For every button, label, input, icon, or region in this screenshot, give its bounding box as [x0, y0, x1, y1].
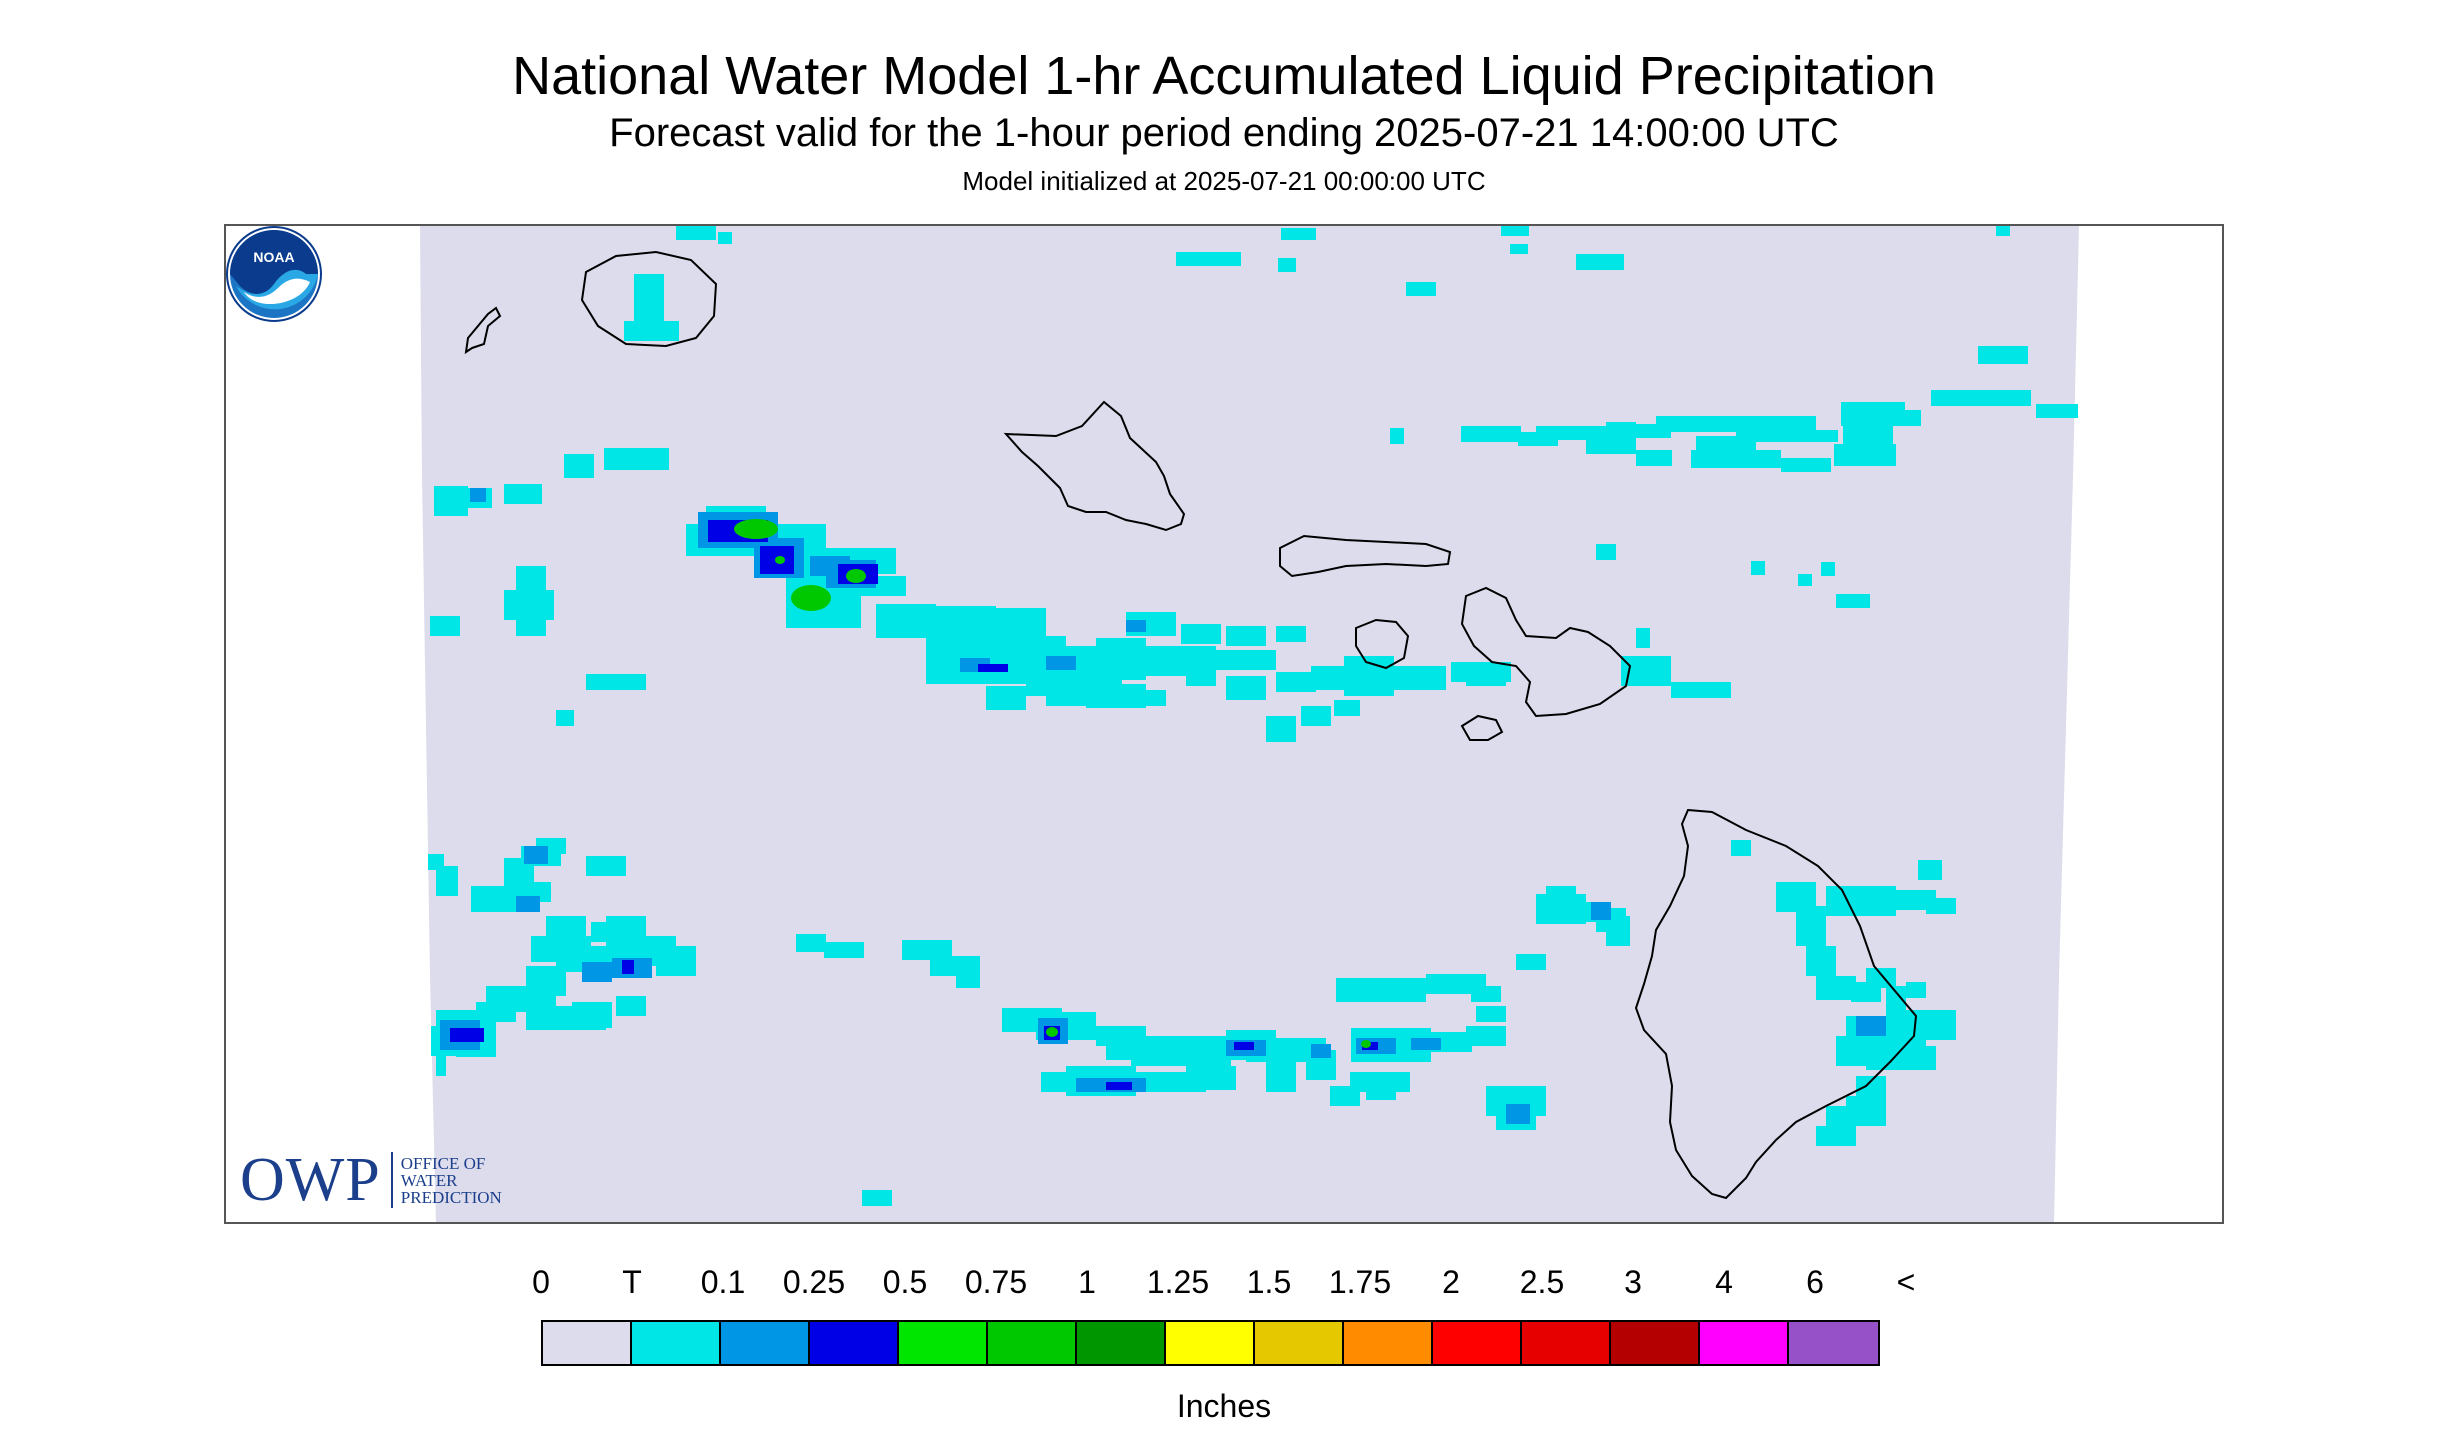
legend-swatch: [988, 1322, 1077, 1364]
legend-colorbar: [541, 1320, 1880, 1366]
legend-swatch: [543, 1322, 632, 1364]
legend-swatch: [1077, 1322, 1166, 1364]
legend-swatch: [1611, 1322, 1700, 1364]
legend-swatch: [1789, 1322, 1878, 1364]
island-hawaii-outline: [1634, 808, 1918, 1200]
chart-title: National Water Model 1-hr Accumulated Li…: [512, 46, 1936, 106]
svg-text:NOAA: NOAA: [253, 249, 294, 265]
legend-tick-label: 1.25: [1146, 1264, 1210, 1300]
island-kauai-outline: [580, 250, 718, 348]
legend-tick-label: 0.75: [964, 1264, 1028, 1300]
legend-swatch: [1166, 1322, 1255, 1364]
coastlines: [464, 250, 1918, 1200]
legend-tick-label: 6: [1806, 1264, 1824, 1300]
legend-units-label: Inches: [1176, 1388, 1272, 1424]
legend-tick-label: 0: [532, 1264, 550, 1300]
legend-tick-label: 1.75: [1328, 1264, 1392, 1300]
legend-tick-label: 2: [1442, 1264, 1460, 1300]
island-molokai-outline: [1279, 534, 1452, 578]
legend-labels: 0 T 0.1 0.25 0.5 0.75 1 1.25 1.5 1.75 2 2.5 3 4 6 <: [0, 1262, 2448, 1312]
legend-tick-label: 0.1: [700, 1264, 746, 1300]
owp-logo-subtext: OFFICE OF WATER PREDICTION: [401, 1155, 502, 1206]
island-kahoolawe-outline: [1460, 714, 1504, 741]
precipitation-map: OWP OFFICE OF WATER PREDICTION NOAA: [224, 224, 2224, 1224]
legend-swatch: [1255, 1322, 1344, 1364]
model-domain: [420, 226, 2079, 1222]
legend-swatch: [810, 1322, 899, 1364]
legend-tick-label: 3: [1624, 1264, 1642, 1300]
island-lanai-outline: [1355, 618, 1410, 670]
legend-tick-label: 0.25: [782, 1264, 846, 1300]
owp-logo: OWP OFFICE OF WATER PREDICTION: [240, 1148, 502, 1212]
owp-logo-divider: [390, 1152, 393, 1208]
owp-logo-line: OFFICE OF: [400, 1153, 486, 1173]
legend-swatch: [1700, 1322, 1789, 1364]
owp-logo-text: OWP: [240, 1146, 381, 1214]
legend-tick-label: T: [622, 1264, 642, 1300]
legend-tick-label: 1.5: [1246, 1264, 1292, 1300]
legend-tick-label: 0.5: [882, 1264, 928, 1300]
legend-tick-label: 4: [1715, 1264, 1733, 1300]
island-maui-outline: [1460, 586, 1632, 718]
legend-tick-label: 2.5: [1519, 1264, 1565, 1300]
legend-swatch: [632, 1322, 721, 1364]
forecast-valid-subtitle: Forecast valid for the 1-hour period end…: [609, 111, 1839, 155]
precip-peak-areas: [734, 519, 1371, 1048]
model-init-text: Model initialized at 2025-07-21 00:00:00…: [962, 166, 1486, 196]
legend-tick-label: <: [1896, 1264, 1916, 1300]
legend-swatch: [721, 1322, 810, 1364]
owp-logo-line: WATER: [400, 1170, 458, 1190]
legend-swatch: [1344, 1322, 1433, 1364]
legend-swatch: [899, 1322, 988, 1364]
owp-logo-line: PREDICTION: [400, 1187, 502, 1207]
island-niihau-outline: [464, 306, 502, 355]
legend-swatch: [1433, 1322, 1522, 1364]
map-canvas: [420, 226, 2079, 1222]
legend-swatch: [1522, 1322, 1611, 1364]
legend-tick-label: 1: [1078, 1264, 1096, 1300]
island-oahu-outline: [1003, 400, 1186, 532]
noaa-logo-icon: NOAA: [226, 226, 322, 322]
